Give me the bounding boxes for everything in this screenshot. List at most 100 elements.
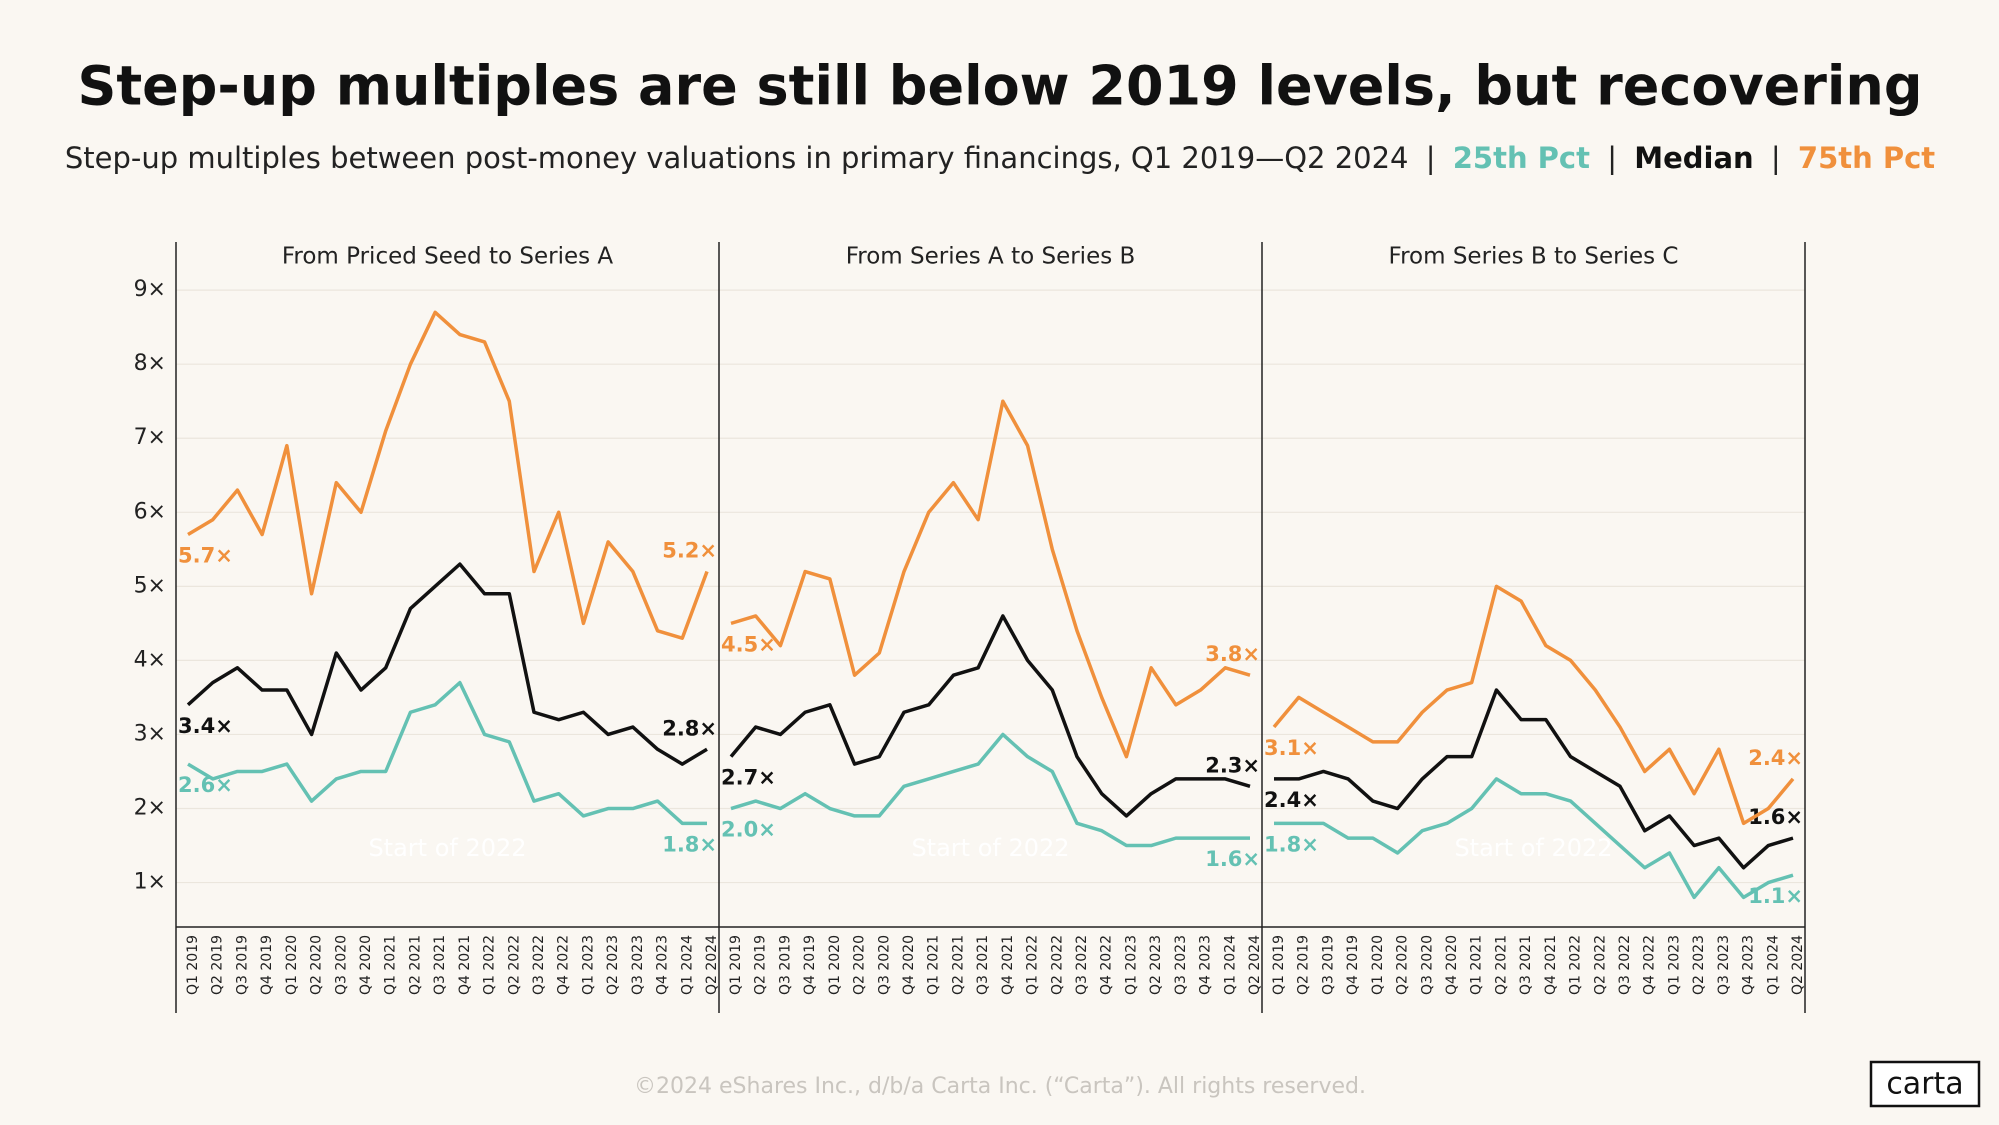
annotation: Start of 2022 <box>368 834 526 862</box>
x-tick-label: Q4 2019 <box>802 935 818 995</box>
chart-subtitle: Step-up multiples between post-money val… <box>65 141 1935 175</box>
x-tick-label: Q2 2021 <box>1493 935 1509 995</box>
x-tick-label: Q3 2021 <box>975 935 991 995</box>
legend-entry: Median <box>1634 141 1753 175</box>
separator: | <box>1771 141 1781 175</box>
y-tick-label: 1× <box>134 870 166 895</box>
x-tick-label: Q2 2020 <box>309 935 325 995</box>
data-label: 2.4× <box>1264 788 1319 812</box>
x-tick-label: Q1 2022 <box>1025 935 1041 995</box>
y-tick-label: 4× <box>134 647 166 672</box>
x-tick-label: Q4 2020 <box>901 935 917 995</box>
data-label: 1.1× <box>1748 884 1803 908</box>
data-label: 5.7× <box>178 544 233 568</box>
x-tick-label: Q1 2019 <box>728 935 744 995</box>
x-tick-label: Q1 2020 <box>284 935 300 995</box>
separator: | <box>1607 141 1617 175</box>
separator: | <box>1426 141 1436 175</box>
x-tick-label: Q1 2023 <box>1123 935 1139 995</box>
data-label: 2.0× <box>721 818 776 842</box>
x-tick-label: Q3 2022 <box>1074 935 1090 995</box>
x-tick-label: Q2 2020 <box>1395 935 1411 995</box>
data-label: 1.6× <box>1205 847 1260 871</box>
x-tick-label: Q1 2021 <box>1469 935 1485 995</box>
x-tick-label: Q4 2021 <box>457 935 473 995</box>
data-label: 3.4× <box>178 714 233 738</box>
x-tick-label: Q2 2024 <box>1790 935 1806 995</box>
panel-title: From Priced Seed to Series A <box>282 244 614 270</box>
x-tick-label: Q3 2023 <box>1173 935 1189 995</box>
data-label: 1.6× <box>1748 805 1803 829</box>
data-label: 2.7× <box>721 766 776 790</box>
x-tick-label: Q3 2019 <box>777 935 793 995</box>
series-line <box>186 562 708 766</box>
x-tick-label: Q2 2020 <box>852 935 868 995</box>
legend-entry: 75th Pct <box>1798 141 1935 175</box>
series-line <box>729 614 1251 818</box>
x-tick-label: Q4 2023 <box>1741 935 1757 995</box>
y-tick-label: 9× <box>134 277 166 302</box>
x-tick-label: Q2 2022 <box>1049 935 1065 995</box>
data-label: 5.2× <box>662 539 717 563</box>
x-tick-label: Q2 2019 <box>1296 935 1312 995</box>
x-tick-label: Q1 2024 <box>1765 935 1781 995</box>
x-tick-label: Q1 2023 <box>580 935 596 995</box>
series-line <box>187 680 707 826</box>
x-tick-label: Q2 2022 <box>1592 935 1608 995</box>
logo: carta <box>1886 1067 1963 1102</box>
x-tick-label: Q2 2019 <box>753 935 769 995</box>
data-label: 1.8× <box>1264 832 1319 856</box>
data-label: 2.3× <box>1205 753 1260 777</box>
y-tick-label: 7× <box>134 425 166 450</box>
subtitle-text: Step-up multiples between post-money val… <box>65 141 1409 175</box>
x-tick-label: Q3 2023 <box>630 935 646 995</box>
x-tick-label: Q4 2022 <box>1642 935 1658 995</box>
x-tick-label: Q3 2019 <box>234 935 250 995</box>
x-tick-label: Q1 2021 <box>926 935 942 995</box>
x-tick-label: Q1 2020 <box>827 935 843 995</box>
data-label: 2.4× <box>1748 746 1803 770</box>
x-tick-label: Q1 2024 <box>1222 935 1238 995</box>
y-tick-label: 2× <box>134 796 166 821</box>
x-tick-label: Q3 2022 <box>531 935 547 995</box>
x-tick-label: Q3 2020 <box>1419 935 1435 995</box>
x-tick-label: Q4 2022 <box>1099 935 1115 995</box>
data-label: 3.8× <box>1205 642 1260 666</box>
panel-title: From Series A to Series B <box>846 244 1136 270</box>
x-tick-label: Q1 2022 <box>482 935 498 995</box>
x-tick-label: Q4 2019 <box>259 935 275 995</box>
logo-box <box>1869 1060 1981 1108</box>
chart-title: Step-up multiples are still below 2019 l… <box>77 55 1922 118</box>
x-tick-label: Q2 2023 <box>1691 935 1707 995</box>
x-tick-label: Q4 2021 <box>1000 935 1016 995</box>
panel-title: From Series B to Series C <box>1389 244 1679 270</box>
x-tick-label: Q4 2020 <box>358 935 374 995</box>
x-tick-label: Q1 2021 <box>383 935 399 995</box>
y-tick-label: 5× <box>134 573 166 598</box>
x-tick-label: Q3 2023 <box>1716 935 1732 995</box>
series-line <box>1274 688 1794 870</box>
x-tick-label: Q2 2023 <box>605 935 621 995</box>
x-tick-label: Q4 2022 <box>556 935 572 995</box>
data-label: 3.1× <box>1264 736 1319 760</box>
x-tick-label: Q4 2020 <box>1444 935 1460 995</box>
x-tick-label: Q2 2023 <box>1148 935 1164 995</box>
x-tick-label: Q4 2019 <box>1345 935 1361 995</box>
annotation: Start of 2022 <box>1454 834 1612 862</box>
series-line <box>730 732 1250 848</box>
x-tick-label: Q3 2021 <box>1518 935 1534 995</box>
x-tick-label: Q2 2021 <box>407 935 423 995</box>
x-tick-label: Q2 2024 <box>1247 935 1263 995</box>
x-tick-label: Q2 2019 <box>210 935 226 995</box>
x-tick-label: Q3 2021 <box>432 935 448 995</box>
y-tick-label: 3× <box>134 721 166 746</box>
x-tick-label: Q1 2020 <box>1370 935 1386 995</box>
x-tick-label: Q3 2022 <box>1617 935 1633 995</box>
annotation: Start of 2022 <box>911 834 1069 862</box>
data-label: 4.5× <box>721 632 776 656</box>
legend-entry: 25th Pct <box>1453 141 1590 175</box>
x-tick-label: Q2 2022 <box>506 935 522 995</box>
x-tick-label: Q3 2019 <box>1320 935 1336 995</box>
